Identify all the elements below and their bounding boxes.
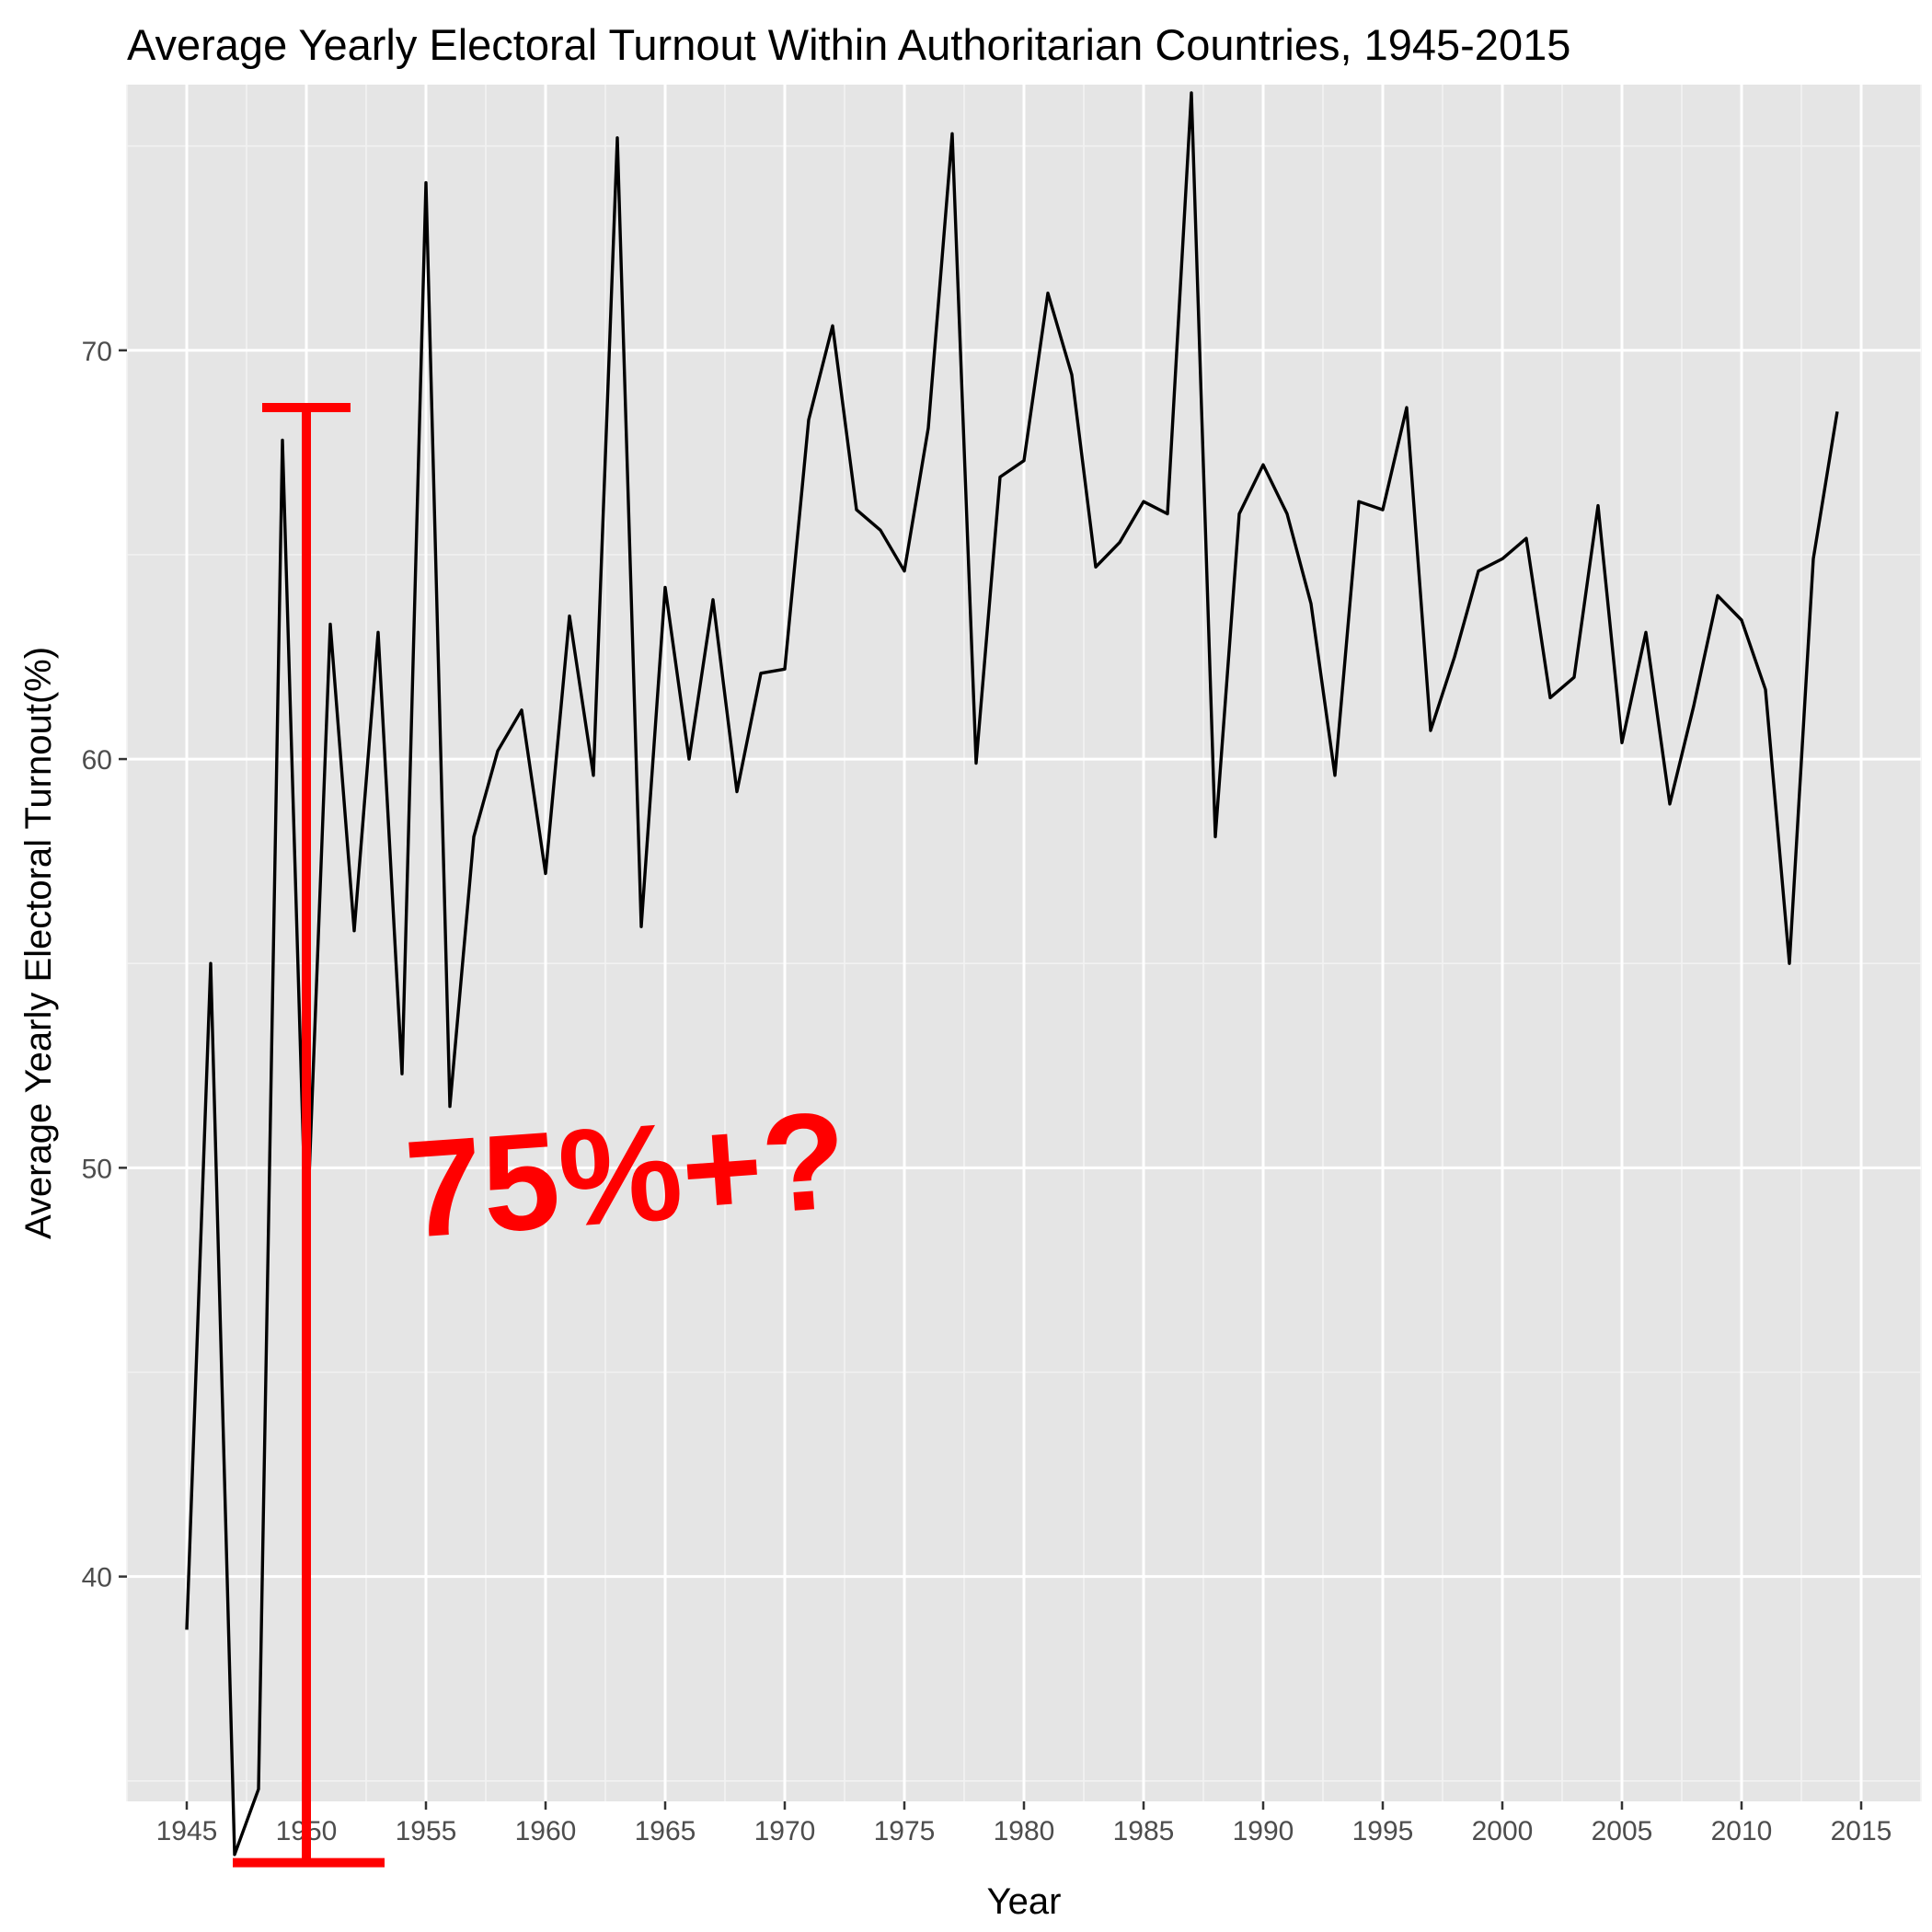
- x-tick-label: 1985: [1113, 1816, 1175, 1846]
- x-tick-label: 1955: [396, 1816, 457, 1846]
- y-tick-label: 40: [82, 1563, 112, 1593]
- x-tick-label: 1965: [635, 1816, 696, 1846]
- x-tick-label: 1960: [515, 1816, 577, 1846]
- x-tick-label: 1990: [1233, 1816, 1294, 1846]
- grid-major: [127, 85, 1921, 1801]
- x-tick-label: 1980: [994, 1816, 1055, 1846]
- x-tick-label: 1945: [156, 1816, 218, 1846]
- y-axis-ticks: 40 50 60 70: [82, 337, 127, 1593]
- series-line: [185, 91, 1839, 1857]
- y-tick-label: 70: [82, 337, 112, 367]
- y-axis-title: Average Yearly Electoral Turnout(%): [18, 647, 59, 1239]
- chart-title: Average Yearly Electoral Turnout Within …: [127, 20, 1570, 69]
- annotation-text: 75%+?: [401, 1082, 852, 1267]
- x-tick-label: 2010: [1711, 1816, 1773, 1846]
- x-tick-label: 2015: [1831, 1816, 1892, 1846]
- x-tick-label: 2005: [1592, 1816, 1653, 1846]
- annotation-layer: 75%+?: [233, 402, 852, 1868]
- y-tick-label: 60: [82, 745, 112, 776]
- x-tick-label: 1975: [874, 1816, 936, 1846]
- x-axis-ticks: 1945195019551960196519701975198019851990…: [156, 1801, 1892, 1846]
- x-tick-label: 1995: [1352, 1816, 1414, 1846]
- y-tick-label: 50: [82, 1154, 112, 1184]
- series-layer: [185, 91, 1839, 1857]
- x-tick-label: 2000: [1472, 1816, 1534, 1846]
- x-tick-label: 1970: [754, 1816, 816, 1846]
- x-axis-title: Year: [987, 1881, 1062, 1922]
